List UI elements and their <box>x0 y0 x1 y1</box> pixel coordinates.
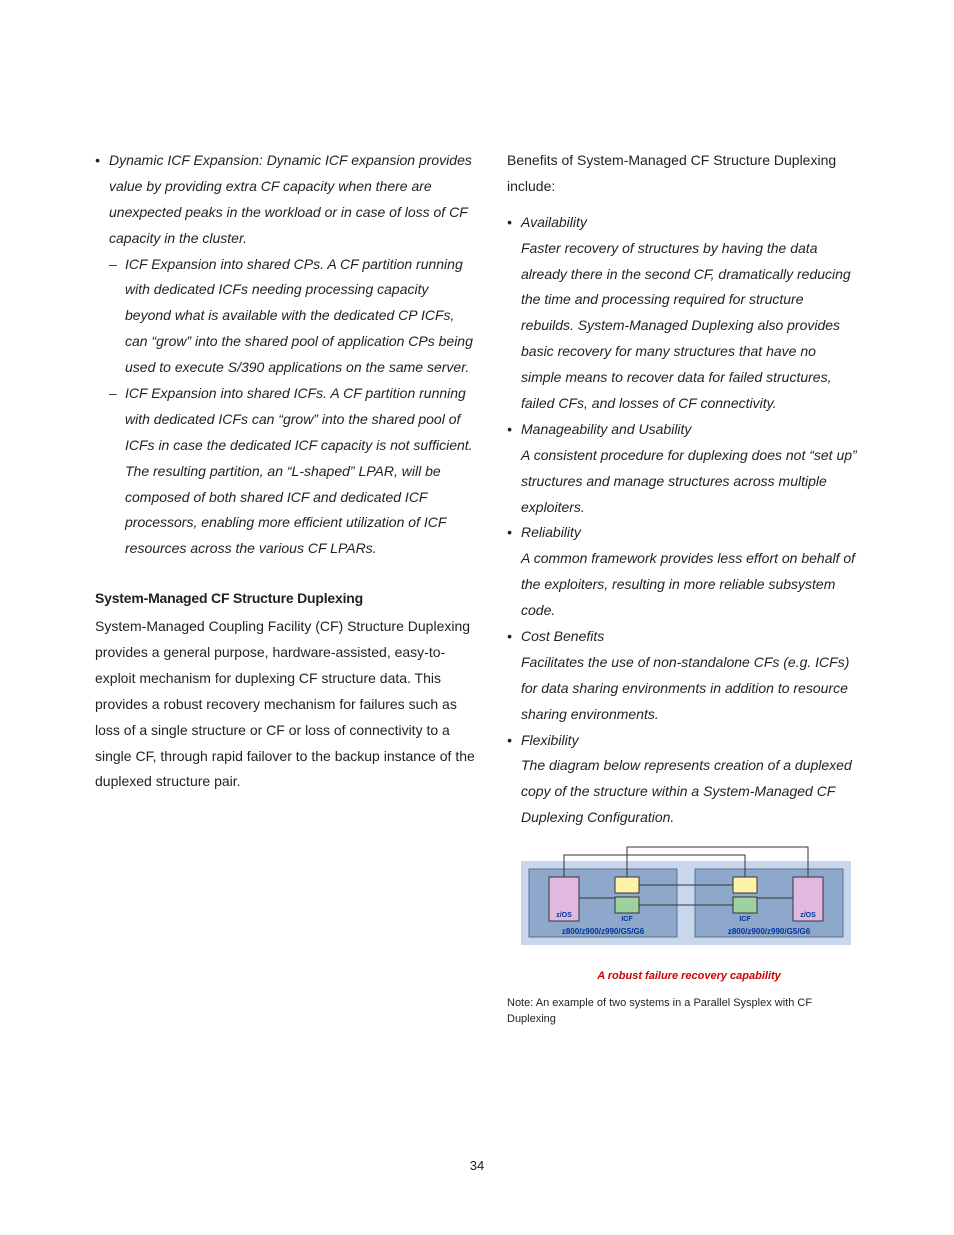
duplexing-diagram: z/OS ICF ICF z/OS <box>521 843 851 953</box>
benefit-title: Manageability and Usability <box>521 421 691 437</box>
section-body-duplexing: System-Managed Coupling Facility (CF) St… <box>95 614 475 795</box>
benefit-availability: Availability Faster recovery of structur… <box>507 210 857 417</box>
benefit-cost: Cost Benefits Facilitates the use of non… <box>507 624 857 728</box>
benefit-desc: Faster recovery of structures by having … <box>521 240 851 411</box>
left-bullet-list: Dynamic ICF Expansion: Dynamic ICF expan… <box>95 148 475 562</box>
left-icf-bot <box>615 897 639 913</box>
benefit-desc: Facilitates the use of non-standalone CF… <box>521 654 849 722</box>
left-icf-top <box>615 877 639 893</box>
left-sys-label: z800/z900/z990/G5/G6 <box>562 927 645 936</box>
sub-list: ICF Expansion into shared CPs. A CF part… <box>109 252 475 563</box>
right-sys-label: z800/z900/z990/G5/G6 <box>728 927 811 936</box>
bullet-dynamic-icf: Dynamic ICF Expansion: Dynamic ICF expan… <box>95 148 475 562</box>
diagram-note: Note: An example of two systems in a Par… <box>507 996 857 1028</box>
section-heading-duplexing: System-Managed CF Structure Duplexing <box>95 586 475 612</box>
diagram-caption: A robust failure recovery capability <box>521 966 857 986</box>
benefit-flexibility: Flexibility The diagram below represents… <box>507 728 857 832</box>
benefit-title: Flexibility <box>521 732 579 748</box>
right-icf-top <box>733 877 757 893</box>
bullet-intro-text: Dynamic ICF Expansion: Dynamic ICF expan… <box>109 152 472 246</box>
benefit-manageability: Manageability and Usability A consistent… <box>507 417 857 521</box>
benefits-intro: Benefits of System-Managed CF Structure … <box>507 148 857 200</box>
benefit-desc: A consistent procedure for duplexing doe… <box>521 447 857 515</box>
benefit-title: Reliability <box>521 524 581 540</box>
right-icf-label: ICF <box>739 916 751 923</box>
benefit-desc: The diagram below represents creation of… <box>521 757 852 825</box>
sub-item-shared-icfs: ICF Expansion into shared ICFs. A CF par… <box>109 381 475 562</box>
benefit-list: Availability Faster recovery of structur… <box>507 210 857 831</box>
benefit-desc: A common framework provides less effort … <box>521 550 855 618</box>
benefit-title: Cost Benefits <box>521 628 604 644</box>
right-zos-label: z/OS <box>800 912 816 919</box>
left-icf-label: ICF <box>621 916 633 923</box>
sub-item-shared-cps: ICF Expansion into shared CPs. A CF part… <box>109 252 475 381</box>
left-zos-label: z/OS <box>556 912 572 919</box>
benefit-title: Availability <box>521 214 587 230</box>
page-content: Dynamic ICF Expansion: Dynamic ICF expan… <box>0 0 954 1028</box>
right-column: Benefits of System-Managed CF Structure … <box>507 148 857 1028</box>
diagram-wrap: z/OS ICF ICF z/OS <box>521 843 857 986</box>
right-icf-bot <box>733 897 757 913</box>
left-column: Dynamic ICF Expansion: Dynamic ICF expan… <box>95 148 475 1028</box>
page-number: 34 <box>0 1158 954 1173</box>
benefit-reliability: Reliability A common framework provides … <box>507 520 857 624</box>
